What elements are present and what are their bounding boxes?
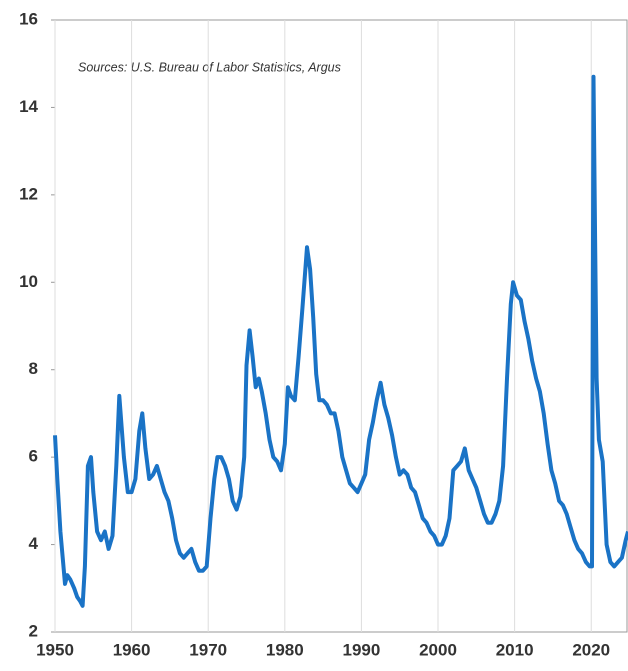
data-line bbox=[53, 74, 628, 608]
y-tick-label: 16 bbox=[19, 9, 38, 28]
x-tick-label: 2010 bbox=[496, 640, 534, 659]
y-tick-label: 6 bbox=[29, 447, 38, 466]
y-tick-label: 14 bbox=[19, 97, 38, 116]
y-tick-label: 4 bbox=[29, 534, 39, 553]
x-tick-label: 1960 bbox=[113, 640, 151, 659]
y-tick-label: 8 bbox=[29, 359, 38, 378]
y-tick-label: 12 bbox=[19, 184, 38, 203]
x-tick-label: 1980 bbox=[266, 640, 304, 659]
x-tick-label: 2020 bbox=[572, 640, 610, 659]
y-tick-label: 10 bbox=[19, 272, 38, 291]
x-tick-label: 1970 bbox=[189, 640, 227, 659]
x-tick-label: 1950 bbox=[36, 640, 74, 659]
x-tick-label: 2000 bbox=[419, 640, 457, 659]
plot-frame bbox=[54, 19, 628, 633]
y-tick-label: 2 bbox=[29, 621, 38, 640]
annotation: Sources: U.S. Bureau of Labor Statistics… bbox=[78, 60, 341, 74]
x-tick-label: 1990 bbox=[343, 640, 381, 659]
